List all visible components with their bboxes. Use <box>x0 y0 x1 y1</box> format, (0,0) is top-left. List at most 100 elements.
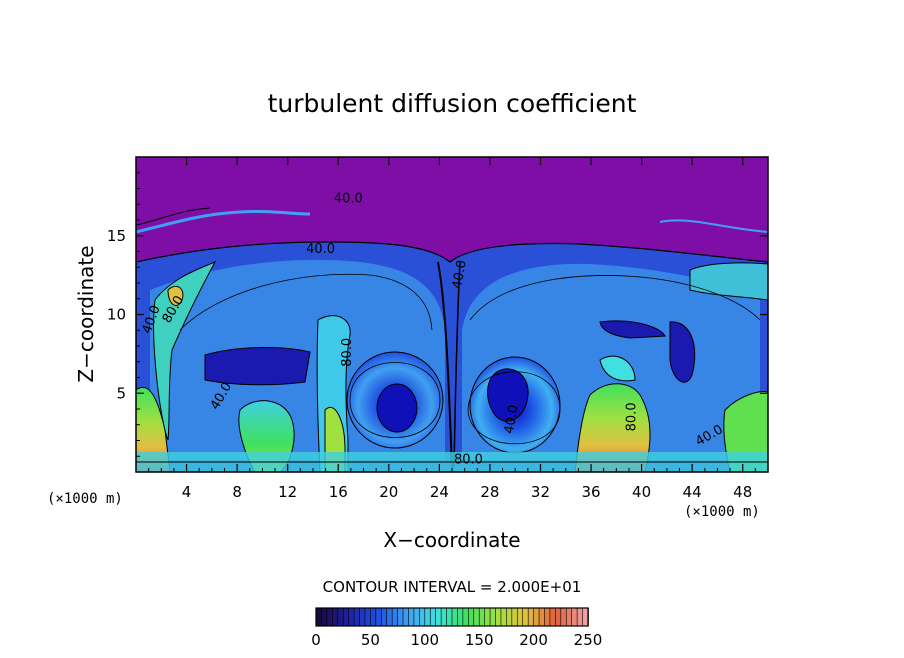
x-tick-label: 32 <box>531 483 550 501</box>
colorbar-cell <box>429 607 437 627</box>
colorbar-cell <box>538 607 546 627</box>
colorbar-cell <box>500 607 508 627</box>
right-plume-cap <box>599 355 636 382</box>
colorbar-cell <box>391 607 399 627</box>
x-tick-label: 20 <box>379 483 398 501</box>
colorbar-cell <box>473 607 481 627</box>
far-right-plume <box>723 391 768 472</box>
colorbar-cell <box>397 607 404 627</box>
interior-contour-1 <box>179 273 433 331</box>
colorbar-cell <box>440 607 448 627</box>
x-tick-label: 48 <box>733 483 752 501</box>
top-filament-3 <box>659 219 768 233</box>
colorbar-frame <box>315 607 589 627</box>
contour-interval: CONTOUR INTERVAL = 2.000E+01 <box>323 578 582 596</box>
colorbar-cell <box>555 607 562 627</box>
colorbar-cell <box>462 607 470 627</box>
x-ticks: 4 8 12 16 20 24 28 32 36 40 44 48 <box>148 157 756 501</box>
x-tick-label: 28 <box>480 483 499 501</box>
y-tick-label: 15 <box>107 227 126 245</box>
colorbar-cell <box>516 607 524 627</box>
y-ticks: 5 10 15 <box>107 172 768 457</box>
interior-contour-3 <box>349 362 441 438</box>
colorbar-cell <box>342 607 350 627</box>
x-tick-label: 40 <box>632 483 651 501</box>
x-tick-label: 8 <box>232 483 242 501</box>
plot-field <box>136 157 768 472</box>
colorbar-cell <box>576 607 584 627</box>
colorbar-cell <box>571 607 578 627</box>
colorbar-cell <box>424 607 432 627</box>
colorbar-cell <box>337 607 345 627</box>
colorbar-tick-label: 150 <box>465 631 494 649</box>
colorbar-cell <box>353 607 361 627</box>
colorbar-ticks: 0 50 100 150 200 250 <box>311 631 602 649</box>
colorbar-cell <box>364 607 372 627</box>
y-tick-label: 5 <box>116 384 126 402</box>
colorbar-cell <box>315 607 323 627</box>
colorbar-cell <box>549 607 557 627</box>
x-tick-label: 16 <box>329 483 348 501</box>
right-dark-blob <box>669 321 696 383</box>
colorbar-cell <box>495 607 502 627</box>
y-tick-label: 10 <box>107 306 126 324</box>
left-rising-plume <box>153 261 217 441</box>
contour-label: 40.0 <box>306 242 335 257</box>
colorbar-cell <box>435 607 442 627</box>
colorbar-cell <box>386 607 393 627</box>
colorbar-cell <box>489 607 497 627</box>
colorbar-cell <box>408 607 415 627</box>
y-axis-label: Z−coordinate <box>74 245 98 382</box>
colorbar-tick-label: 100 <box>410 631 439 649</box>
colorbar-cell <box>419 607 426 627</box>
colorbar-cell <box>533 607 540 627</box>
colorbar <box>315 607 589 627</box>
colorbar-cell <box>348 607 355 627</box>
x-tick-label: 36 <box>581 483 600 501</box>
central-contour <box>437 261 453 469</box>
colorbar-cell <box>522 607 529 627</box>
colorbar-cell <box>380 607 388 627</box>
interior-contour-4 <box>467 371 561 445</box>
left-vortex-core <box>376 383 418 433</box>
x-unit-right: (×1000 m) <box>684 504 760 520</box>
colorbar-cell <box>451 607 459 627</box>
contour-label: 80.0 <box>454 452 483 467</box>
x-tick-label: 12 <box>278 483 297 501</box>
colorbar-cell <box>468 607 475 627</box>
colorbar-cell <box>413 607 421 627</box>
x-tick-label: 4 <box>182 483 192 501</box>
central-contour-2 <box>453 261 461 469</box>
colorbar-cell <box>511 607 519 627</box>
colorbar-cell <box>402 607 410 627</box>
colorbar-cell <box>457 607 464 627</box>
top-filament-1 <box>136 209 311 234</box>
colorbar-cell <box>332 607 339 627</box>
colorbar-cell <box>446 607 453 627</box>
colorbar-cell <box>560 607 568 627</box>
colorbar-tick-label: 200 <box>519 631 548 649</box>
right-dark-streak <box>599 320 666 339</box>
colorbar-tick-label: 50 <box>361 631 380 649</box>
colorbar-cell <box>326 607 334 627</box>
contour-label: 40.0 <box>450 259 470 290</box>
left-dark-streak <box>204 346 311 386</box>
colorbar-cell <box>478 607 486 627</box>
upper-right-patch <box>689 262 768 301</box>
x-axis-label: X−coordinate <box>383 528 520 552</box>
x-tick-label: 24 <box>430 483 449 501</box>
colorbar-cell <box>359 607 366 627</box>
colorbar-cell <box>375 607 383 627</box>
right-hot-plume <box>574 383 651 472</box>
colorbar-cell <box>484 607 491 627</box>
colorbar-cell <box>321 607 328 627</box>
x-tick-label: 44 <box>683 483 702 501</box>
colorbar-cell <box>565 607 573 627</box>
top-filament-2 <box>136 207 211 226</box>
chart-title: turbulent diffusion coefficient <box>268 89 637 118</box>
left-hot-spot <box>167 285 184 306</box>
colorbar-cell <box>370 607 377 627</box>
contour-label: 40.0 <box>502 404 522 435</box>
